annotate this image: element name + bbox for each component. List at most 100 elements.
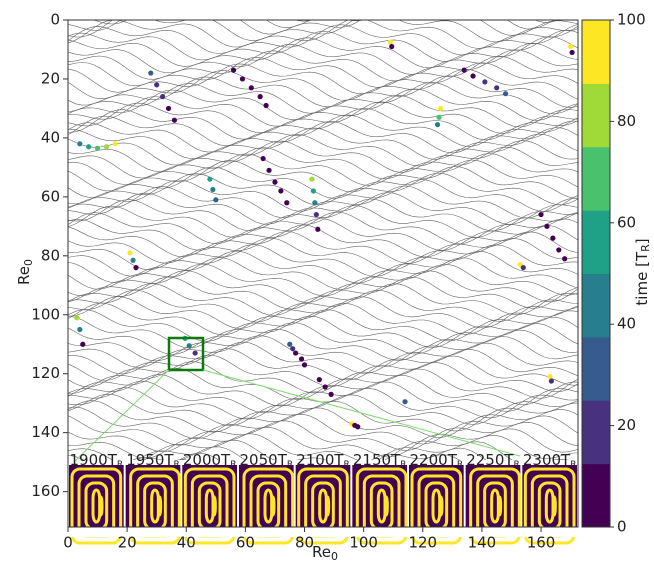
chart: Re0 Re0 time [TR] 1900TR1950TR2000TR2050… xyxy=(0,0,654,569)
trajectory-point xyxy=(556,247,561,252)
stripe xyxy=(58,225,586,257)
inset-label-sub: R xyxy=(117,460,123,470)
inset-label-sub: R xyxy=(570,460,576,470)
x-tick-label: 40 xyxy=(177,534,196,552)
trajectory-point xyxy=(550,236,555,241)
trajectory-point xyxy=(95,146,100,151)
trajectory-point xyxy=(172,118,177,123)
inset-panel xyxy=(69,465,124,527)
y-tick-label: 0 xyxy=(50,11,60,29)
colorbar-tick-label: 100 xyxy=(617,11,646,29)
stripe xyxy=(58,336,586,368)
trajectory-point xyxy=(249,85,254,90)
inset-strip xyxy=(68,465,578,543)
colorbar-band xyxy=(582,20,610,84)
trajectory-point xyxy=(438,106,443,111)
trajectory-point xyxy=(436,115,441,120)
inset-stripe xyxy=(100,497,102,515)
trajectory-point xyxy=(213,197,218,202)
trajectory-point xyxy=(317,377,322,382)
y-axis-label: Re0 xyxy=(15,259,36,285)
inset-cover xyxy=(68,527,578,537)
inset-label: 2200TR xyxy=(410,451,464,470)
x-tick-label: 120 xyxy=(408,534,437,552)
trajectory-point xyxy=(133,265,138,270)
trajectory-point xyxy=(494,85,499,90)
stripe xyxy=(58,284,586,316)
stripe xyxy=(58,43,586,74)
trajectory-point xyxy=(290,346,295,351)
trajectory-point xyxy=(311,188,316,193)
x-tick-label: 140 xyxy=(468,534,497,552)
trajectory-point xyxy=(266,168,271,173)
inset-label-sub: R xyxy=(287,460,293,470)
trajectory-point xyxy=(154,82,159,87)
trajectory-point xyxy=(293,350,298,355)
stripe xyxy=(58,381,586,413)
inset-stripe xyxy=(553,497,555,515)
inset-stripe xyxy=(213,497,215,515)
colorbar-tick-label: 40 xyxy=(617,315,636,333)
trajectory-point xyxy=(329,392,334,397)
trajectory-point xyxy=(562,256,567,261)
stripe xyxy=(58,0,586,2)
trajectory-point xyxy=(521,265,526,270)
inset-stripe xyxy=(159,497,161,515)
colorbar-tick-label: 0 xyxy=(617,518,627,536)
colorbar-band xyxy=(582,337,610,401)
trajectory-point xyxy=(278,188,283,193)
trajectories xyxy=(74,40,574,430)
stripe xyxy=(58,323,586,355)
colorbar-tick-label: 60 xyxy=(617,213,636,231)
trajectory-point xyxy=(193,350,198,355)
trajectory-point xyxy=(388,40,393,45)
inset-label-main: 2300T xyxy=(523,451,571,469)
colorbar-band xyxy=(582,210,610,274)
trajectory-point xyxy=(210,187,215,192)
stripe xyxy=(58,316,586,348)
trajectory-point xyxy=(538,212,543,217)
trajectory-point xyxy=(240,76,245,81)
y-tick-label: 100 xyxy=(31,305,60,323)
stripe xyxy=(58,368,586,400)
inset-label: 2000TR xyxy=(183,451,237,470)
colorbar-tick-label: 80 xyxy=(617,112,636,130)
trajectory-point xyxy=(86,144,91,149)
colorbar-label: time [TR] xyxy=(633,238,653,305)
trajectory-point xyxy=(482,79,487,84)
inset-label-main: 2050T xyxy=(240,451,288,469)
trajectory-point xyxy=(315,227,320,232)
inset-stripe xyxy=(440,497,442,515)
trajectory-point xyxy=(160,94,165,99)
x-tick-label: 80 xyxy=(295,534,314,552)
y-tick-label: 140 xyxy=(31,423,60,441)
stripe xyxy=(58,18,586,48)
inset-label-sub: R xyxy=(514,460,520,470)
colorbar-band xyxy=(582,400,610,464)
stripe xyxy=(58,297,586,329)
inset-label-main: 2100T xyxy=(296,451,344,469)
inset-panel xyxy=(296,465,351,527)
stripe xyxy=(58,167,586,199)
inset-label-main: 2200T xyxy=(410,451,458,469)
trajectory-point xyxy=(568,44,573,49)
stripe xyxy=(58,37,586,68)
stripe xyxy=(58,421,586,452)
stripe xyxy=(58,108,586,140)
x-axis-label-sub: 0 xyxy=(331,550,338,563)
trajectory-point xyxy=(80,342,85,347)
stripe xyxy=(58,95,586,127)
x-tick-label: 0 xyxy=(63,534,73,552)
trajectory-point xyxy=(258,94,263,99)
stripe xyxy=(58,0,586,22)
y-tick-label: 160 xyxy=(31,482,60,500)
inset-panel xyxy=(182,465,237,527)
inset-label: 2250TR xyxy=(466,451,520,470)
stripe xyxy=(58,186,586,218)
stripe xyxy=(58,134,586,166)
colorbar-label-main: time [T xyxy=(633,251,651,306)
trajectory-point xyxy=(113,141,118,146)
y-tick-label: 40 xyxy=(41,128,60,146)
stripe xyxy=(58,349,586,381)
trajectory-point xyxy=(569,50,574,55)
